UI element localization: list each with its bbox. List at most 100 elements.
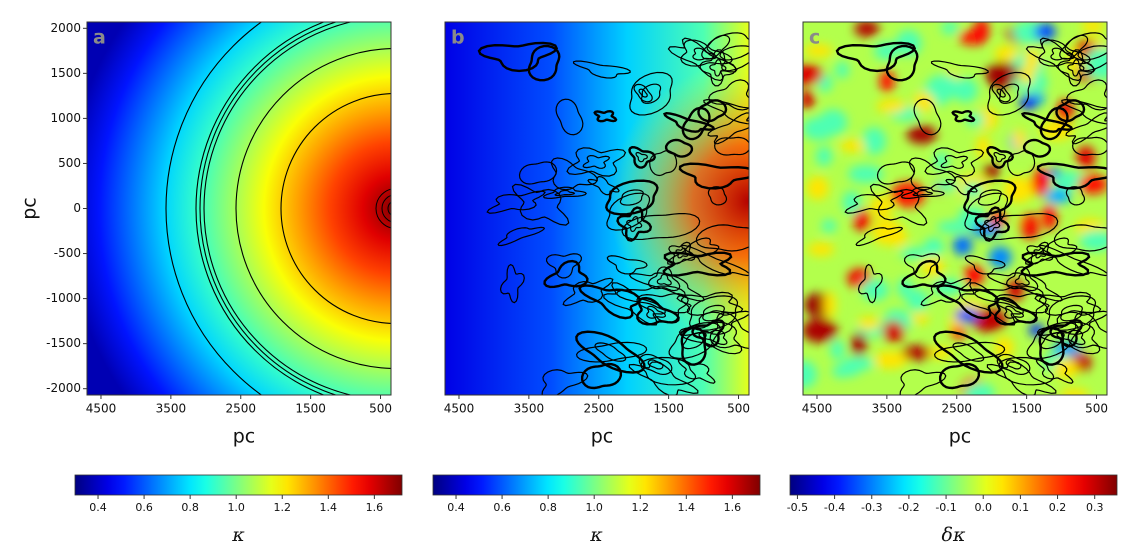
colorbar-tick-label: 0.6 <box>493 501 511 514</box>
contour <box>682 331 707 350</box>
contour <box>626 215 643 233</box>
y-axis-label: pc <box>19 197 41 220</box>
contour <box>844 190 904 214</box>
contour <box>195 22 326 395</box>
x-axis-label: pc <box>233 426 256 448</box>
contour <box>709 59 727 77</box>
contour <box>974 206 1011 242</box>
contour <box>936 284 999 320</box>
contour <box>578 284 641 320</box>
contour <box>996 353 1031 376</box>
contour <box>511 183 570 226</box>
contour <box>165 22 263 395</box>
contour <box>951 109 976 123</box>
panel-label: b <box>451 27 465 49</box>
contour <box>1057 49 1095 87</box>
contour <box>542 186 587 199</box>
contour <box>903 253 940 279</box>
contour <box>675 247 689 259</box>
x-tick-label: 500 <box>727 402 750 416</box>
contour <box>562 277 614 307</box>
colorbar-tick-label: -0.3 <box>861 501 882 514</box>
x-axis-label: pc <box>949 426 972 448</box>
contour <box>381 194 391 223</box>
contour <box>709 312 749 350</box>
contour <box>680 39 733 67</box>
contour <box>1026 322 1079 359</box>
contour <box>629 71 673 116</box>
contour <box>933 330 1004 374</box>
contour <box>1035 358 1074 384</box>
contour <box>876 161 916 185</box>
contour <box>1065 112 1107 145</box>
contour <box>1034 291 1102 316</box>
contour <box>280 93 391 324</box>
contour <box>677 358 716 384</box>
contour <box>979 212 1059 241</box>
contour <box>667 237 720 265</box>
contour <box>1038 39 1091 67</box>
x-tick-label: 3500 <box>156 402 187 416</box>
y-tick-label: -500 <box>54 246 81 260</box>
panel-label: a <box>93 27 106 49</box>
contour <box>945 175 978 196</box>
contour <box>900 186 945 199</box>
contour <box>977 189 1002 206</box>
contour <box>835 41 917 73</box>
contour <box>964 192 1009 231</box>
contour <box>961 282 1024 326</box>
contour <box>996 88 1006 98</box>
contour <box>1066 79 1107 111</box>
contour <box>707 112 749 145</box>
contour <box>708 79 749 111</box>
contour <box>1005 266 1039 292</box>
contour <box>638 353 673 376</box>
contour <box>1025 237 1078 265</box>
colorbar-tick-label: 1.4 <box>320 501 338 514</box>
contour <box>621 212 701 241</box>
contour <box>1067 312 1107 350</box>
contour <box>575 330 646 374</box>
colorbar-tick-label: -0.4 <box>824 501 845 514</box>
colorbar-tick-label: 0.0 <box>974 501 992 514</box>
contour <box>640 83 662 104</box>
contour <box>913 98 942 136</box>
colorbar-tick-label: 0.8 <box>181 501 199 514</box>
heatmap-field <box>87 22 391 395</box>
contour <box>912 189 934 197</box>
contour <box>387 201 391 216</box>
x-tick-label: 2500 <box>583 402 614 416</box>
contour <box>518 161 558 185</box>
colorbar-tick-label: 0.4 <box>89 501 107 514</box>
y-tick-label: 0 <box>73 201 81 215</box>
contour <box>678 321 743 355</box>
contour <box>628 146 656 169</box>
contour <box>1047 295 1097 331</box>
contour <box>551 157 598 191</box>
x-tick-label: 4500 <box>802 402 833 416</box>
contour <box>1040 331 1065 350</box>
x-tick-label: 4500 <box>86 402 117 416</box>
contour <box>603 282 666 326</box>
colorbar-tick-label: 1.2 <box>274 501 292 514</box>
contour <box>1014 273 1030 286</box>
x-tick-label: 4500 <box>444 402 475 416</box>
colorbar-tick-label: -0.5 <box>787 501 808 514</box>
contour <box>572 60 631 79</box>
contour <box>933 341 1006 363</box>
contour <box>697 99 728 123</box>
y-tick-label: 1000 <box>50 111 81 125</box>
contour <box>987 71 1031 116</box>
x-tick-label: 3500 <box>872 402 903 416</box>
colorbar-tick-label: -0.2 <box>898 501 919 514</box>
contour <box>649 150 678 177</box>
contour <box>920 277 972 307</box>
contour <box>885 44 919 82</box>
y-tick-label: 500 <box>58 156 81 170</box>
contour <box>952 342 985 362</box>
contour <box>580 362 623 390</box>
contour <box>1060 304 1083 322</box>
contour <box>681 106 711 141</box>
contour <box>668 322 721 359</box>
